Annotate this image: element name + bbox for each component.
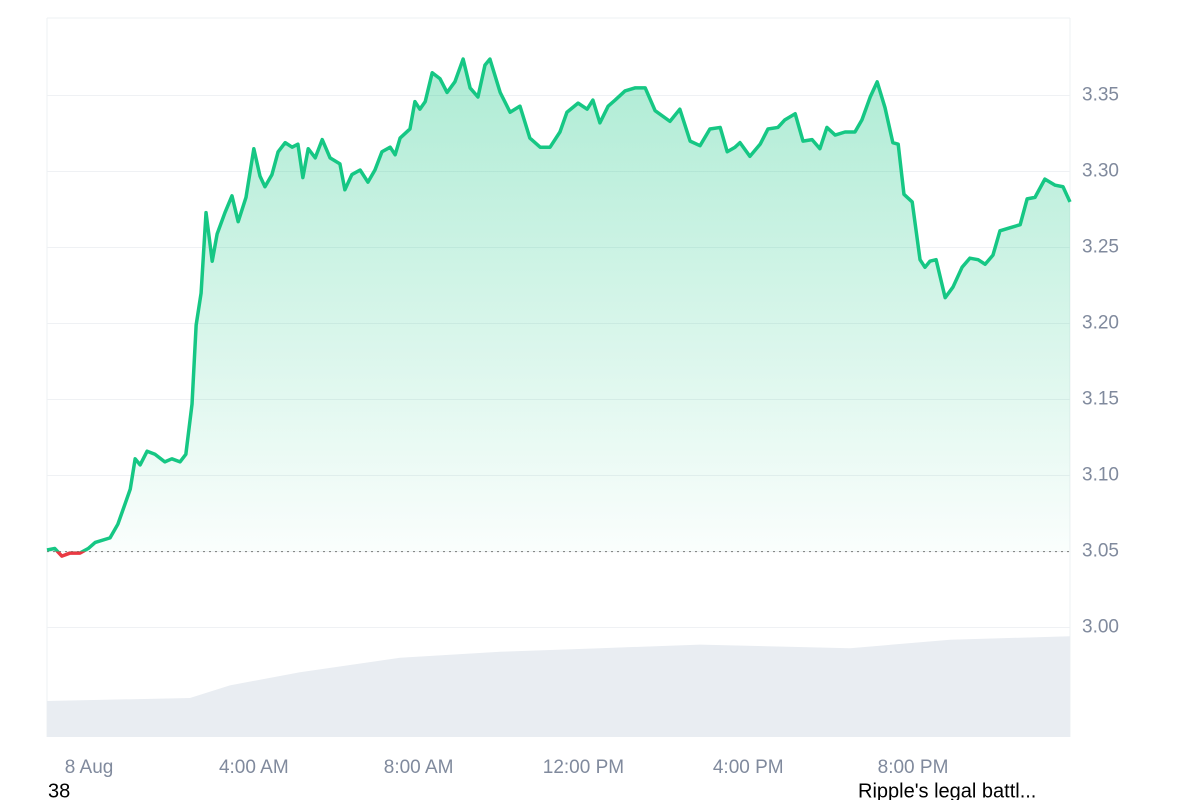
y-tick-label: 3.20 (1082, 313, 1119, 334)
y-tick-label: 3.10 (1082, 465, 1119, 486)
x-tick-label: 8:00 AM (384, 757, 454, 778)
y-tick-label: 3.05 (1082, 541, 1119, 562)
volume-area (47, 636, 1070, 737)
x-tick-label: 4:00 PM (713, 757, 784, 778)
footer-number: 38 (48, 780, 70, 800)
y-tick-label: 3.15 (1082, 389, 1119, 410)
y-tick-label: 3.00 (1082, 617, 1119, 638)
y-tick-label: 3.30 (1082, 161, 1119, 182)
price-line (46, 57, 1072, 558)
y-tick-label: 3.35 (1082, 85, 1119, 106)
price-area (47, 59, 1070, 552)
x-tick-label: 4:00 AM (219, 757, 289, 778)
x-tick-label: 8:00 PM (878, 757, 949, 778)
y-tick-label: 3.25 (1082, 237, 1119, 258)
footer-headline: Ripple's legal battl... (858, 780, 1036, 800)
x-tick-label: 12:00 PM (543, 757, 624, 778)
x-tick-label: 8 Aug (65, 757, 114, 778)
